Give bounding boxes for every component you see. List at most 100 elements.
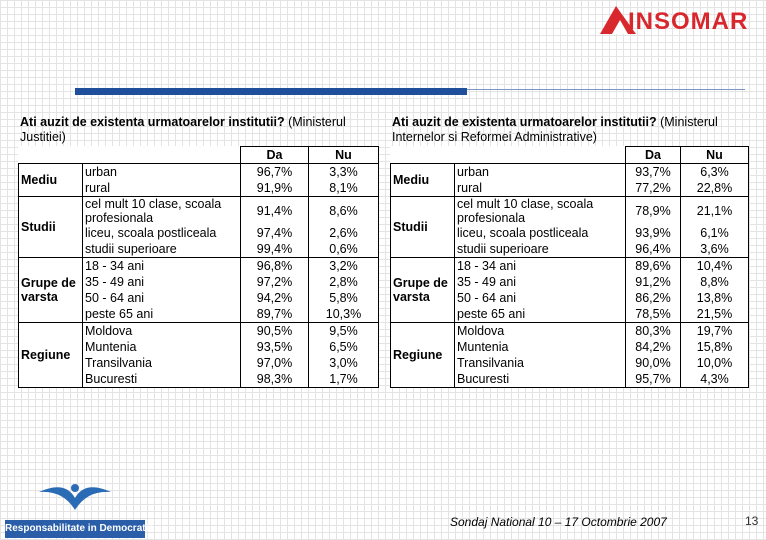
value-cell: 96,8% xyxy=(240,257,309,274)
value-cell: 80,3% xyxy=(625,322,681,339)
value-cell: 93,5% xyxy=(240,339,309,355)
row-label: peste 65 ani xyxy=(82,306,241,323)
value-cell: 13,8% xyxy=(680,290,749,306)
column-header: Da xyxy=(625,146,681,164)
table-row: Regiune Moldova 80,3% 19,7% xyxy=(390,322,749,388)
table-row: Transilvania 90,0% 10,0% xyxy=(391,355,749,371)
table-row: 35 - 49 ani 91,2% 8,8% xyxy=(391,274,749,290)
data-table: Da Nu Mediu urban 96,7% 3,3% rural 91,9% 8,1% Stu… xyxy=(18,146,379,388)
table-row: Grupe de varsta 18 - 34 ani 89,6% 10,4% xyxy=(390,257,749,323)
column-header: Nu xyxy=(308,146,379,164)
value-cell: 84,2% xyxy=(625,339,681,355)
row-label: urban xyxy=(454,163,626,180)
table-row: Grupe de varsta 18 - 34 ani 96,8% 3,2% xyxy=(18,257,379,323)
table-row: Muntenia 93,5% 6,5% xyxy=(19,339,379,355)
value-cell: 86,2% xyxy=(625,290,681,306)
table-row: Studii cel mult 10 clase, scoala profesio… xyxy=(390,196,749,258)
group-label: Mediu xyxy=(18,163,83,197)
value-cell: 91,4% xyxy=(240,196,309,225)
data-table: Da Nu Mediu urban 93,7% 6,3% rural 77,2% 22,8% St… xyxy=(390,146,749,388)
group-label: Studii xyxy=(390,196,455,258)
row-label: 50 - 64 ani xyxy=(454,290,626,306)
value-cell: 10,0% xyxy=(680,355,749,371)
value-cell: 93,9% xyxy=(625,225,681,241)
table-row: Transilvania 97,0% 3,0% xyxy=(19,355,379,371)
value-cell: 89,7% xyxy=(240,306,309,323)
value-cell: 78,9% xyxy=(625,196,681,225)
value-cell: 3,3% xyxy=(308,163,379,180)
value-cell: 22,8% xyxy=(680,180,749,197)
table-row: Regiune Moldova 90,5% 9,5% xyxy=(18,322,379,388)
row-label: Bucuresti xyxy=(454,371,626,388)
table-row: peste 65 ani 78,5% 21,5% xyxy=(391,306,749,323)
header-row: Da Nu xyxy=(19,146,379,164)
value-cell: 98,3% xyxy=(240,371,309,388)
question: Ati auzit de existenta urmatoarelor inst… xyxy=(20,115,285,129)
table-row: 35 - 49 ani 97,2% 2,8% xyxy=(19,274,379,290)
footer-logo: Responsabilitate in Democratie xyxy=(5,478,154,540)
value-cell: 10,4% xyxy=(680,257,749,274)
table-row: Bucuresti 95,7% 4,3% xyxy=(391,371,749,388)
value-cell: 93,7% xyxy=(625,163,681,180)
table-row: Mediu urban 93,7% 6,3% xyxy=(390,163,749,197)
value-cell: 9,5% xyxy=(308,322,379,339)
column-header: Nu xyxy=(680,146,749,164)
table-row: 50 - 64 ani 94,2% 5,8% xyxy=(19,290,379,306)
row-label: urban xyxy=(82,163,241,180)
row-label: Muntenia xyxy=(82,339,241,355)
row-label: liceu, scoala postliceala xyxy=(454,225,626,241)
value-cell: 6,1% xyxy=(680,225,749,241)
row-label: 50 - 64 ani xyxy=(82,290,241,306)
group-label: Studii xyxy=(18,196,83,258)
value-cell: 95,7% xyxy=(625,371,681,388)
table-row: liceu, scoala postliceala 97,4% 2,6% xyxy=(19,225,379,241)
value-cell: 91,9% xyxy=(240,180,309,197)
value-cell: 78,5% xyxy=(625,306,681,323)
value-cell: 4,3% xyxy=(680,371,749,388)
value-cell: 77,2% xyxy=(625,180,681,197)
row-label: rural xyxy=(82,180,241,197)
value-cell: 97,4% xyxy=(240,225,309,241)
value-cell: 10,3% xyxy=(308,306,379,323)
institution: (Ministerul Justitiei) xyxy=(20,115,346,144)
group-label: Mediu xyxy=(390,163,455,197)
blank-cell xyxy=(83,147,241,164)
value-cell: 1,7% xyxy=(308,371,379,388)
row-label: studii superioare xyxy=(82,241,241,258)
footer-text: Sondaj National 10 – 17 Octombrie 2007 xyxy=(450,515,667,529)
table-row: Studii cel mult 10 clase, scoala profesio… xyxy=(18,196,379,258)
logo: INSOMAR xyxy=(598,4,758,40)
blue-bar xyxy=(75,88,467,95)
value-cell: 97,0% xyxy=(240,355,309,371)
logo-icon xyxy=(600,6,636,34)
value-cell: 21,5% xyxy=(680,306,749,323)
value-cell: 94,2% xyxy=(240,290,309,306)
value-cell: 5,8% xyxy=(308,290,379,306)
table-row: liceu, scoala postliceala 93,9% 6,1% xyxy=(391,225,749,241)
value-cell: 2,6% xyxy=(308,225,379,241)
group-label: Grupe de varsta xyxy=(390,257,455,323)
row-label: Bucuresti xyxy=(82,371,241,388)
value-cell: 21,1% xyxy=(680,196,749,225)
row-label: 18 - 34 ani xyxy=(82,257,241,274)
table-row: Muntenia 84,2% 15,8% xyxy=(391,339,749,355)
row-label: cel mult 10 clase, scoala profesionala xyxy=(82,196,241,225)
row-label: rural xyxy=(454,180,626,197)
value-cell: 2,8% xyxy=(308,274,379,290)
value-cell: 97,2% xyxy=(240,274,309,290)
blank-cell xyxy=(455,147,626,164)
value-cell: 8,8% xyxy=(680,274,749,290)
table-row: studii superioare 99,4% 0,6% xyxy=(19,241,379,258)
value-cell: 89,6% xyxy=(625,257,681,274)
institution: (Ministerul Internelor si Reformei Admin… xyxy=(392,115,718,144)
value-cell: 90,5% xyxy=(240,322,309,339)
blank-cell xyxy=(391,147,455,164)
table-row: rural 77,2% 22,8% xyxy=(391,180,749,197)
row-label: Muntenia xyxy=(454,339,626,355)
value-cell: 3,2% xyxy=(308,257,379,274)
value-cell: 99,4% xyxy=(240,241,309,258)
row-label: 35 - 49 ani xyxy=(82,274,241,290)
row-label: Moldova xyxy=(454,322,626,339)
value-cell: 0,6% xyxy=(308,241,379,258)
